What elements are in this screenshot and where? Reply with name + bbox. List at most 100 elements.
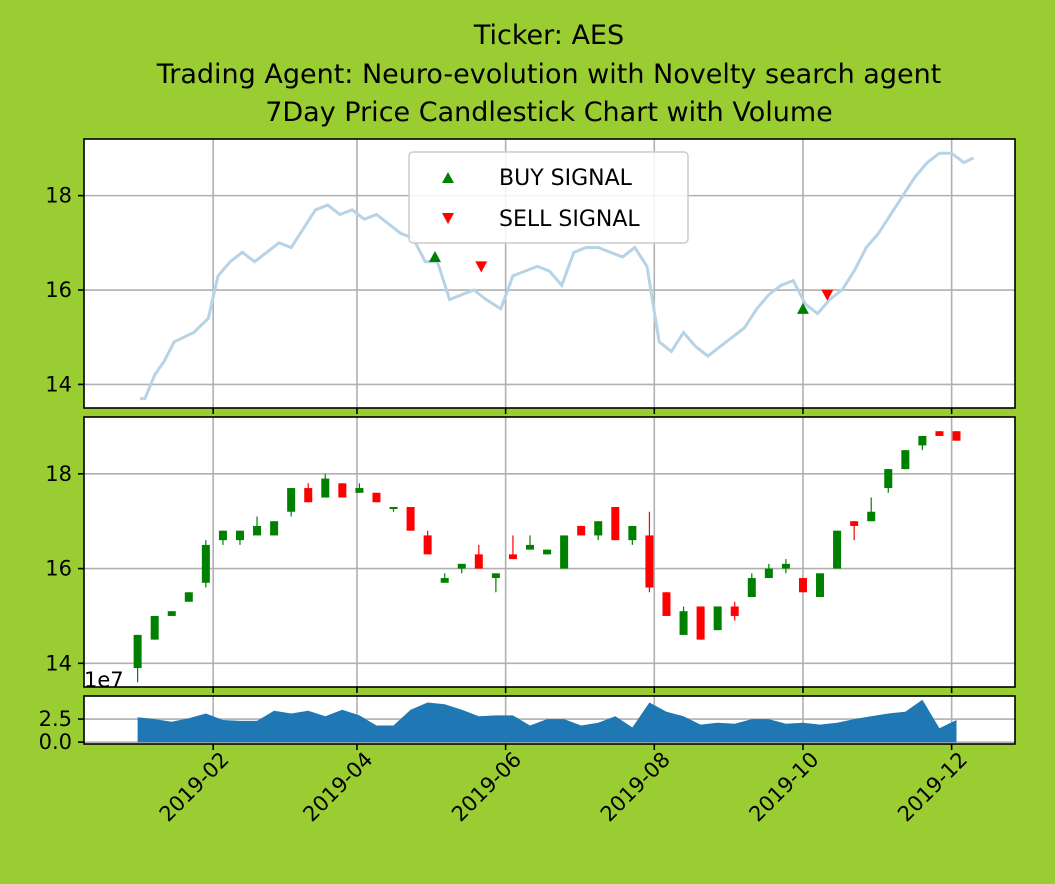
candle (645, 511, 654, 593)
candle-body (423, 535, 432, 555)
candle (560, 535, 569, 569)
candle (918, 435, 927, 451)
candle-body (287, 488, 296, 512)
candle-body (628, 525, 637, 541)
candle-body (150, 615, 159, 640)
x-tick-label: 2019-02 (155, 747, 234, 826)
candle (952, 431, 961, 441)
sell-signal-marker (821, 289, 834, 301)
candle-body (781, 563, 790, 569)
candle-body (235, 530, 244, 541)
candle (184, 592, 193, 602)
candle-body (833, 530, 842, 569)
candle (491, 573, 500, 593)
candle (884, 469, 893, 493)
candle-body (474, 554, 483, 569)
title-chart: 7Day Price Candlestick Chart with Volume (265, 97, 833, 128)
candle-body (133, 634, 142, 669)
candle-body (543, 549, 552, 555)
candle-frame (83, 416, 1016, 688)
candle-grid (84, 417, 1015, 693)
candle (713, 606, 722, 631)
candle (594, 521, 603, 541)
candle (781, 559, 790, 574)
y-tick-label: 14 (45, 372, 72, 396)
candle-body (560, 535, 569, 569)
sell-signal-marker (475, 261, 488, 273)
y-tick-label: 14 (45, 651, 72, 675)
candle-body (406, 507, 415, 531)
candle-body (918, 435, 927, 446)
candle (816, 573, 825, 597)
candle (764, 563, 773, 579)
y-tick-label: 18 (45, 462, 72, 486)
candle (457, 563, 466, 574)
candle-body (764, 568, 773, 579)
title-ticker: Ticker: AES (473, 20, 624, 51)
candle (338, 483, 347, 498)
candle-body (167, 611, 176, 616)
y-tick-label: 0.0 (39, 730, 72, 754)
title-agent: Trading Agent: Neuro-evolution with Nove… (156, 59, 942, 90)
buy-signal-marker (428, 250, 441, 262)
candle (730, 601, 739, 621)
candle (747, 573, 756, 597)
candle (150, 615, 159, 640)
price-line (140, 151, 975, 401)
candle (543, 549, 552, 555)
candle (235, 530, 244, 545)
y-tick-label: 18 (45, 184, 72, 208)
candle-body (952, 431, 961, 441)
candle (253, 516, 262, 536)
candle-body (321, 478, 330, 498)
x-tick-label: 2019-12 (893, 747, 972, 826)
candle-body (372, 492, 381, 503)
candle (440, 573, 449, 583)
candle-body (935, 431, 944, 436)
candle (867, 497, 876, 522)
y-tick-label: 16 (45, 278, 72, 302)
candle (833, 530, 842, 569)
candle-body (662, 592, 671, 616)
candle (474, 544, 483, 569)
candle (201, 540, 210, 588)
candle-body (304, 488, 313, 503)
candle-body (184, 592, 193, 602)
candle (662, 592, 671, 616)
candle (577, 525, 586, 536)
candle (270, 521, 279, 536)
candle-body (867, 511, 876, 522)
candle (321, 473, 330, 498)
candle (133, 634, 142, 683)
legend-buy-label: BUY SIGNAL (499, 166, 633, 191)
candle-body (389, 507, 398, 509)
x-tick-label: 2019-04 (298, 747, 377, 826)
candle (798, 578, 807, 593)
volume-y-ticks: 0.02.5 (39, 707, 84, 754)
volume-frame (83, 695, 1016, 745)
x-tick-label: 2019-10 (744, 747, 823, 826)
legend: BUY SIGNAL SELL SIGNAL (408, 151, 689, 244)
candle (167, 611, 176, 616)
candle-body (355, 488, 364, 493)
candle-body (816, 573, 825, 597)
candle-body (253, 525, 262, 536)
candle-body (508, 554, 517, 560)
price-panel: 14 16 18 BUY SIGNAL SELL SIGNAL (45, 138, 1016, 414)
candle-y-ticks: 14 16 18 (45, 462, 84, 675)
x-tick-label: 2019-06 (447, 747, 526, 826)
volume-area (137, 699, 957, 743)
candle-body (901, 450, 910, 470)
buy-signal-marker (796, 302, 809, 314)
candle (389, 507, 398, 512)
legend-buy-icon (442, 172, 454, 183)
signal-markers (428, 250, 834, 314)
legend-sell-label: SELL SIGNAL (499, 207, 640, 232)
candle-body (526, 544, 535, 550)
candle (287, 488, 296, 517)
legend-sell-icon (442, 213, 454, 224)
candles (133, 431, 961, 683)
legend-box (408, 151, 689, 244)
candle-body (713, 606, 722, 631)
